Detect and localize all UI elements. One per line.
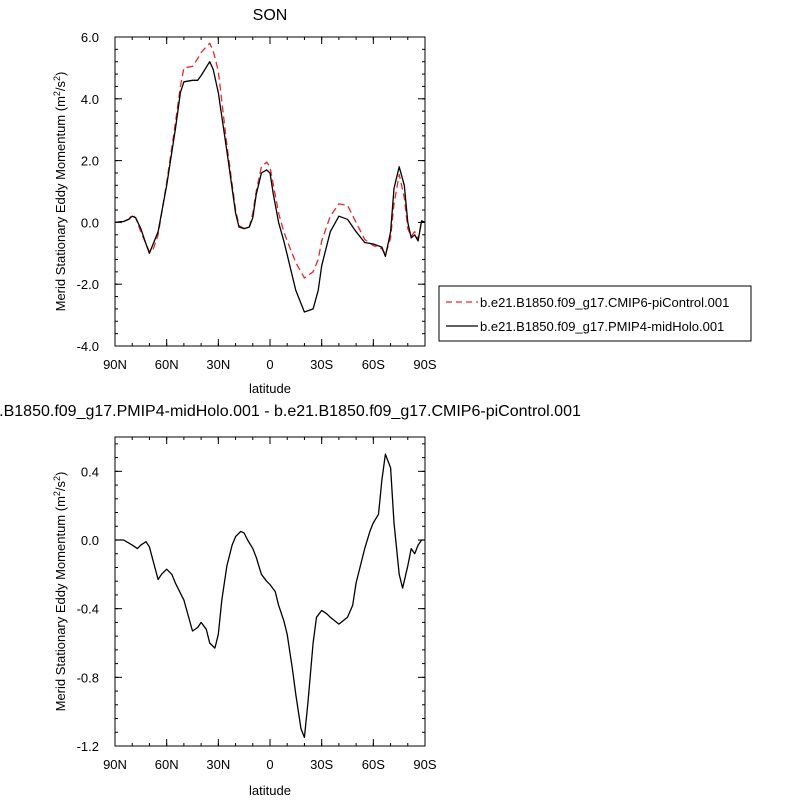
y-tick-label: 2.0 <box>81 154 99 169</box>
top-x-axis-label: latitude <box>249 381 291 396</box>
x-tick-label: 30S <box>310 357 333 372</box>
bottom-plot-frame <box>114 436 426 747</box>
x-tick-label: 90S <box>413 357 436 372</box>
series-line-b-e21-b1850-f09-g17-cmip6-picontrol-001 <box>114 42 426 279</box>
y-tick-label: -1.2 <box>77 739 99 754</box>
x-tick-label: 30N <box>206 757 230 772</box>
x-tick-label: 90N <box>103 757 127 772</box>
legend-box <box>438 285 752 342</box>
x-tick-label: 0 <box>266 757 273 772</box>
x-tick-label: 0 <box>266 357 273 372</box>
y-tick-label: -0.4 <box>77 602 99 617</box>
series-line-difference <box>115 453 425 739</box>
y-tick-label: 0.4 <box>81 464 99 479</box>
top-y-axis-label: Merid Stationary Eddy Momentum (m2/s2) <box>52 72 68 312</box>
x-tick-label: 60N <box>155 757 179 772</box>
y-tick-label: -2.0 <box>77 277 99 292</box>
y-tick-label: 4.0 <box>81 92 99 107</box>
x-tick-label: 60N <box>155 357 179 372</box>
x-tick-label: 60S <box>362 357 385 372</box>
y-tick-label: 0.0 <box>81 533 99 548</box>
x-tick-label: 30N <box>206 357 230 372</box>
series-line-b-e21-b1850-f09-g17-pmip4-midholo-001 <box>114 61 426 313</box>
y-tick-label: 6.0 <box>81 30 99 45</box>
bottom-x-axis-label: latitude <box>249 783 291 798</box>
y-tick-label: 0.0 <box>81 215 99 230</box>
bottom-y-axis-label: Merid Stationary Eddy Momentum (m2/s2) <box>52 472 68 712</box>
x-tick-label: 90S <box>413 757 436 772</box>
x-tick-label: 30S <box>310 757 333 772</box>
top-plot-frame <box>114 36 426 347</box>
bottom-panel: b.e21.B1850.f09_g17.PMIP4-midHolo.001 - … <box>0 403 581 798</box>
legend-label-midholo: b.e21.B1850.f09_g17.PMIP4-midHolo.001 <box>480 319 724 334</box>
x-tick-label: 90N <box>103 357 127 372</box>
y-tick-label: -4.0 <box>77 339 99 354</box>
legend: b.e21.B1850.f09_g17.CMIP6-piControl.001 … <box>438 285 752 342</box>
x-tick-label: 60S <box>362 757 385 772</box>
bottom-chart-title: b.e21.B1850.f09_g17.PMIP4-midHolo.001 - … <box>0 403 581 420</box>
top-chart-title: SON <box>253 7 288 24</box>
legend-label-picontrol: b.e21.B1850.f09_g17.CMIP6-piControl.001 <box>480 295 729 310</box>
top-panel: SON 90N 60N 30N 0 30S 60S 90S -4.0 -2.0 0.0 2.0 4.0… <box>52 7 752 396</box>
y-tick-label: -0.8 <box>77 670 99 685</box>
